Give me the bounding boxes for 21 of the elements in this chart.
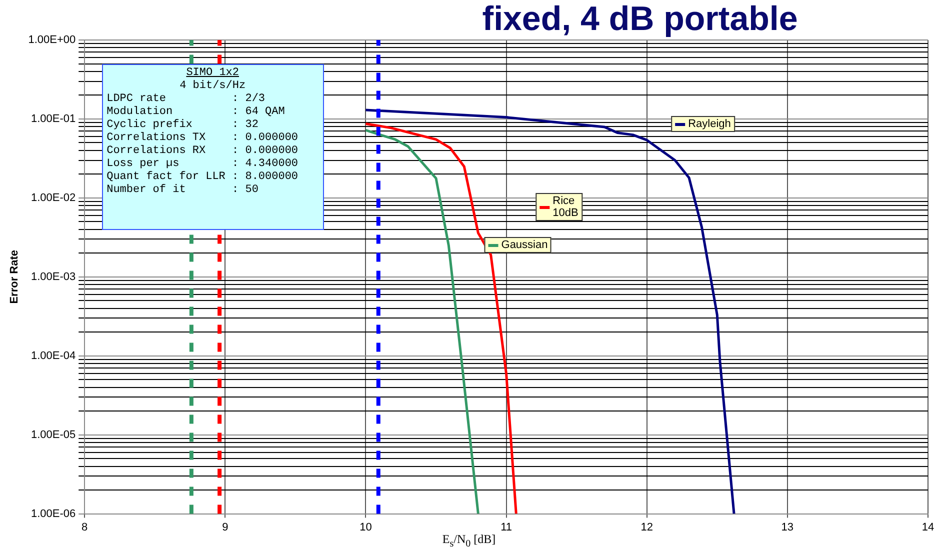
x-tick-label: 12 (640, 521, 653, 534)
y-tick-label: 1.00E-04 (30, 350, 76, 362)
x-axis-title: E$_{s}$/N$_{0}$ [dB] (441, 532, 497, 550)
x-tick-label: 11 (500, 521, 512, 534)
chart-title: fixed, 4 dB portable (481, 0, 799, 39)
y-tick-label: 1.00E-06 (30, 508, 76, 520)
y-tick-label: 1.00E-03 (30, 270, 76, 283)
y-tick-label: 1.00E-01 (30, 113, 76, 125)
legend-label: Rayleigh (688, 118, 731, 130)
y-tick-label: 1.00E-05 (30, 428, 76, 441)
y-tick-label: 1.00E-02 (30, 192, 76, 204)
x-tick-label: 10 (360, 521, 372, 534)
text-box: SIMO 1x2 4 bit/s/Hz LDPC rate : 2/3 Modulation : 64 QAM Cyclic prefix : 32 Correlations TX : 0.000000 Correlations RX : 0.000000 Loss per µs : 4.340000 Quant fact for LLR : 8.000000 Number of it : 50 (102, 64, 324, 230)
legend-label: Rice 10dB (552, 195, 578, 219)
y-tick-label: 1.00E+00 (28, 34, 76, 46)
legend-label: Gaussian (501, 239, 548, 251)
x-tick-label: 14 (922, 521, 934, 534)
x-tick-label: 8 (82, 521, 88, 534)
x-tick-label: 13 (781, 521, 794, 534)
x-tick-label: 9 (222, 521, 228, 534)
y-axis-title: Error Rate (8, 250, 21, 304)
